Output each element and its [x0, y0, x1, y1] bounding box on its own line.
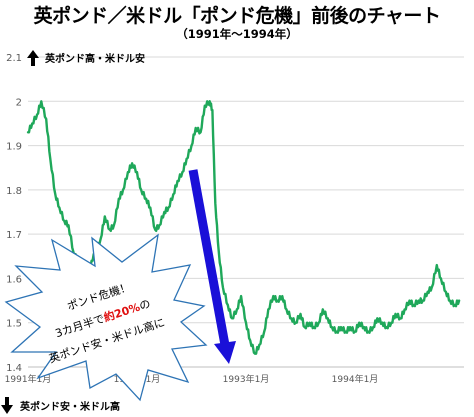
y-axis-ticks: 1.4 1.5 1.6 1.7 1.8 1.9 2 2.1 — [6, 53, 22, 374]
y-tick-label: 1.8 — [6, 186, 22, 197]
x-axis-ticks: 1991年1月1992年1月1993年1月1994年1月 — [5, 366, 464, 385]
y-tick-label: 1.6 — [6, 274, 22, 285]
decline-arrow — [188, 169, 236, 364]
y-tick-label: 1.5 — [6, 319, 22, 330]
crisis-callout: ポンド危機！ 3カ月半で約20%の 英ポンド安・米ドル高に — [4, 233, 208, 402]
x-tick-label: 1994年1月 — [332, 373, 379, 385]
arrow-down-icon — [1, 397, 13, 414]
down-label: 英ポンド安・米ドル高 — [19, 400, 120, 413]
y-tick-label: 1.7 — [6, 230, 22, 241]
burst-line-2-suffix: の — [138, 297, 152, 313]
up-label: 英ポンド高・米ドル安 — [44, 52, 145, 65]
x-tick-label: 1993年1月 — [223, 373, 270, 385]
chart-title: 英ポンド／米ドル「ポンド危機」前後のチャート — [33, 5, 441, 27]
y-tick-label: 1.4 — [6, 363, 22, 374]
down-annotation: 英ポンド安・米ドル高 — [1, 397, 120, 414]
up-annotation: 英ポンド高・米ドル安 — [27, 50, 145, 66]
y-tick-label: 2 — [16, 97, 22, 108]
series-line-gbpusd — [26, 100, 461, 355]
y-tick-label: 2.1 — [6, 53, 22, 64]
burst-shape — [4, 233, 208, 402]
arrow-up-icon — [27, 50, 39, 66]
y-tick-label: 1.9 — [6, 142, 22, 153]
chart-subtitle: （1991年～1994年） — [176, 27, 298, 41]
